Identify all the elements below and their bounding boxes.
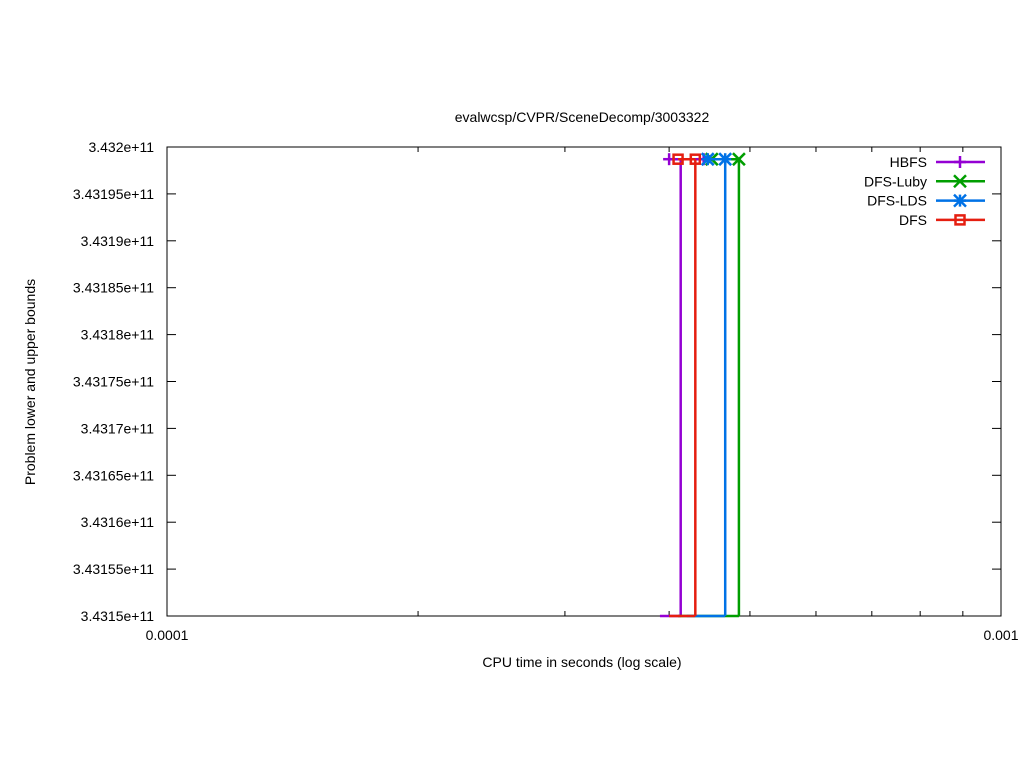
x-tick-label: 0.0001 bbox=[146, 627, 189, 643]
y-tick-label: 3.4315e+11 bbox=[81, 608, 155, 624]
x-tick-label: 0.001 bbox=[983, 627, 1018, 643]
series-dfs-luby bbox=[678, 152, 746, 618]
series-hbfs bbox=[659, 153, 710, 618]
series-dfs bbox=[669, 153, 702, 618]
legend-marker bbox=[954, 214, 966, 226]
legend-label: DFS-LDS bbox=[867, 193, 927, 209]
axis-ticks: 3.4315e+11 3.43155e+11 3.4316e+11 3.43165e+… bbox=[73, 139, 1019, 643]
series-dfs-lds bbox=[686, 152, 733, 618]
y-tick-label: 3.432e+11 bbox=[88, 139, 154, 155]
y-tick-label: 3.4318e+11 bbox=[81, 327, 155, 343]
y-tick-label: 3.43195e+11 bbox=[73, 186, 154, 202]
legend-marker bbox=[953, 193, 967, 208]
legend-marker bbox=[953, 174, 967, 189]
legend-marker bbox=[954, 156, 966, 168]
y-tick-label: 3.4317e+11 bbox=[81, 420, 155, 436]
y-axis-label: Problem lower and upper bounds bbox=[22, 279, 38, 485]
upper-bound-point bbox=[689, 153, 702, 165]
legend-label: DFS bbox=[899, 212, 927, 228]
chart-title: evalwcsp/CVPR/SceneDecomp/3003322 bbox=[455, 109, 710, 125]
legend-label: DFS-Luby bbox=[864, 173, 927, 189]
series-group bbox=[659, 152, 746, 618]
y-tick-label: 3.43165e+11 bbox=[73, 467, 154, 483]
upper-bound-point bbox=[700, 152, 715, 167]
y-tick-label: 3.43175e+11 bbox=[73, 374, 154, 390]
y-tick-label: 3.43185e+11 bbox=[73, 280, 154, 296]
upper-bound-point bbox=[672, 153, 684, 165]
legend-label: HBFS bbox=[890, 154, 927, 170]
legend: HBFS DFS-Luby DFS-LDS DFS bbox=[864, 154, 985, 228]
y-tick-label: 3.4316e+11 bbox=[81, 514, 155, 530]
plot-frame bbox=[166, 146, 1002, 617]
upper-bound-point bbox=[732, 152, 746, 167]
y-tick-label: 3.43155e+11 bbox=[73, 561, 154, 577]
upper-bound-point bbox=[718, 152, 733, 167]
y-tick-label: 3.4319e+11 bbox=[81, 233, 155, 249]
x-axis-label: CPU time in seconds (log scale) bbox=[482, 654, 681, 670]
